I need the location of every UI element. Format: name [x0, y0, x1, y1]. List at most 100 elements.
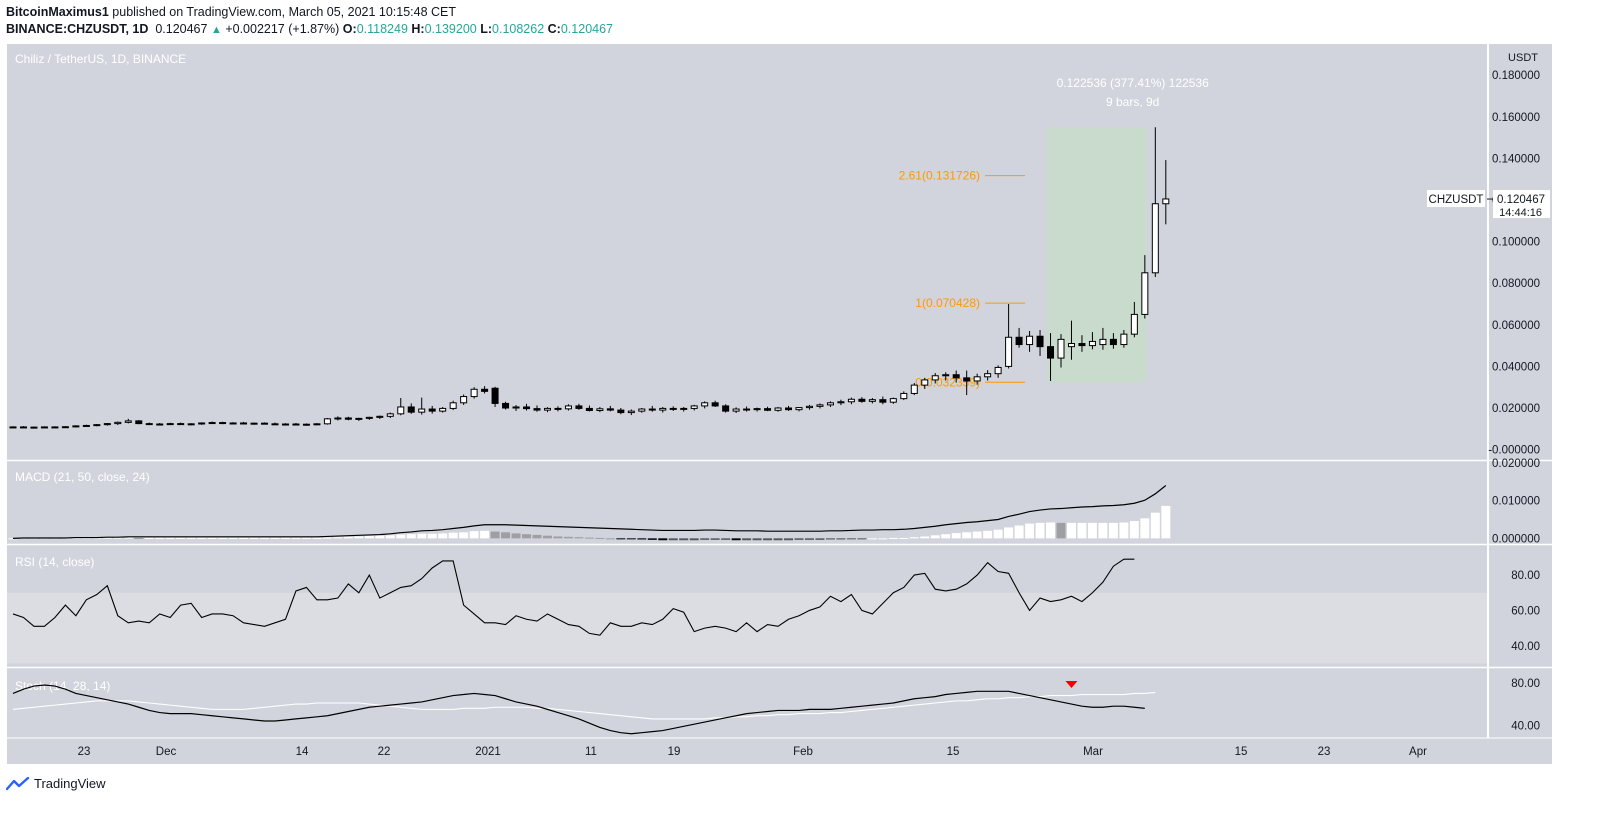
macd-histogram-bar	[763, 538, 773, 541]
candle-down	[30, 426, 38, 429]
macd-histogram-bar	[668, 538, 678, 541]
macd-histogram-bar	[511, 533, 521, 539]
macd-histogram-bar	[1056, 522, 1066, 539]
macd-histogram-bar	[333, 537, 343, 539]
price-tick-label: -0.000000	[1488, 445, 1540, 457]
macd-histogram-bar	[794, 538, 804, 540]
high-label: H:	[411, 22, 425, 36]
candle-down	[344, 417, 352, 420]
macd-histogram-bar	[1035, 522, 1045, 539]
candle-up	[61, 426, 69, 429]
rsi-title: RSI (14, close)	[15, 555, 94, 569]
candle-up	[449, 402, 457, 409]
candle-up	[93, 424, 101, 427]
candle-up	[1120, 333, 1128, 346]
symbol-tag: CHZUSDT	[1429, 194, 1484, 206]
macd-histogram-bar	[815, 538, 825, 540]
candle-up	[229, 422, 237, 425]
measure-label-bars: 9 bars, 9d	[1106, 95, 1159, 109]
candle-up	[921, 379, 929, 386]
candle-down	[261, 422, 269, 425]
up-triangle-icon: ▲	[210, 24, 222, 36]
candle-up	[72, 425, 80, 428]
tradingview-logo-icon	[6, 776, 30, 790]
time-tick-label: 11	[585, 746, 597, 758]
candle-down	[785, 407, 793, 411]
bar-countdown: 14:44:16	[1499, 207, 1542, 219]
candle-up	[103, 423, 111, 426]
candle-down	[271, 423, 279, 426]
candle-up	[596, 408, 604, 411]
macd-histogram-bar	[1098, 522, 1108, 539]
candle-up	[659, 407, 667, 411]
macd-histogram-bar	[941, 534, 951, 539]
macd-histogram-bar	[469, 531, 479, 539]
time-tick-label: 22	[378, 746, 391, 758]
candle-down	[722, 405, 730, 412]
candle-up	[543, 407, 551, 411]
time-axis-area	[7, 738, 1552, 764]
candle-down	[585, 407, 593, 411]
macd-histogram-bar	[825, 538, 835, 540]
macd-histogram-bar	[721, 538, 731, 540]
candle-down	[606, 408, 614, 411]
macd-histogram-bar	[186, 537, 196, 539]
macd-histogram-bar	[658, 538, 668, 541]
candle-up	[680, 407, 688, 410]
author-name[interactable]: BitcoinMaximus1	[6, 5, 109, 19]
candle-down	[502, 402, 510, 409]
macd-histogram-bar	[1046, 522, 1056, 539]
macd-histogram-bar	[710, 538, 720, 540]
rsi-tick-label: 40.00	[1511, 641, 1540, 653]
tradingview-brand: TradingView	[34, 776, 106, 791]
stoch-k-line	[12, 684, 1145, 735]
candle-down	[858, 398, 866, 402]
macd-histogram-bar	[899, 537, 909, 539]
macd-histogram-bar	[459, 532, 469, 539]
macd-histogram-bar	[574, 537, 584, 539]
open-label: O:	[342, 22, 357, 36]
macd-histogram-bar	[773, 538, 783, 541]
macd-histogram-bar	[291, 537, 301, 539]
macd-histogram-bar	[322, 537, 332, 539]
last-price-tag: 0.120467	[1497, 194, 1545, 206]
macd-histogram-bar	[962, 532, 972, 539]
candle-down	[491, 387, 499, 404]
candle-up	[418, 408, 426, 413]
macd-histogram-bar	[155, 537, 165, 539]
candle-down	[1078, 343, 1086, 347]
candle-down	[1036, 335, 1044, 348]
price-change: +0.002217 (+1.87%)	[225, 22, 340, 36]
publish-line: BitcoinMaximus1 published on TradingView…	[6, 5, 456, 19]
candle-up	[365, 416, 373, 419]
candle-up	[732, 408, 740, 412]
candle-up	[994, 366, 1002, 375]
macd-histogram-bar	[553, 536, 563, 539]
candle-up	[910, 384, 918, 394]
candle-up	[439, 407, 447, 412]
macd-histogram-bar	[626, 538, 636, 540]
macd-histogram-bar	[647, 538, 657, 540]
time-tick-label: 15	[1235, 746, 1248, 758]
macd-histogram-bar	[218, 537, 228, 539]
macd-histogram-bar	[249, 537, 259, 539]
candle-down	[407, 406, 415, 413]
macd-histogram-bar	[1129, 520, 1139, 539]
candle-up	[627, 410, 635, 414]
stoch-title: Stoch (14, 28, 14)	[15, 679, 110, 693]
macd-histogram-bar	[784, 538, 794, 541]
price-tick-label: 0.180000	[1492, 70, 1540, 82]
candle-up	[250, 422, 258, 425]
macd-histogram-bar	[920, 536, 930, 539]
candle-down	[19, 426, 27, 429]
last-price-tag-bg	[1493, 190, 1550, 219]
price-tick-label: 0.020000	[1492, 403, 1540, 415]
macd-line	[12, 485, 1167, 539]
macd-histogram-bar	[448, 532, 458, 539]
candle-down	[51, 426, 59, 429]
macd-histogram-bar	[542, 535, 552, 539]
rsi-line	[12, 558, 1135, 636]
candle-up	[40, 426, 48, 429]
candle-up	[1067, 343, 1075, 348]
